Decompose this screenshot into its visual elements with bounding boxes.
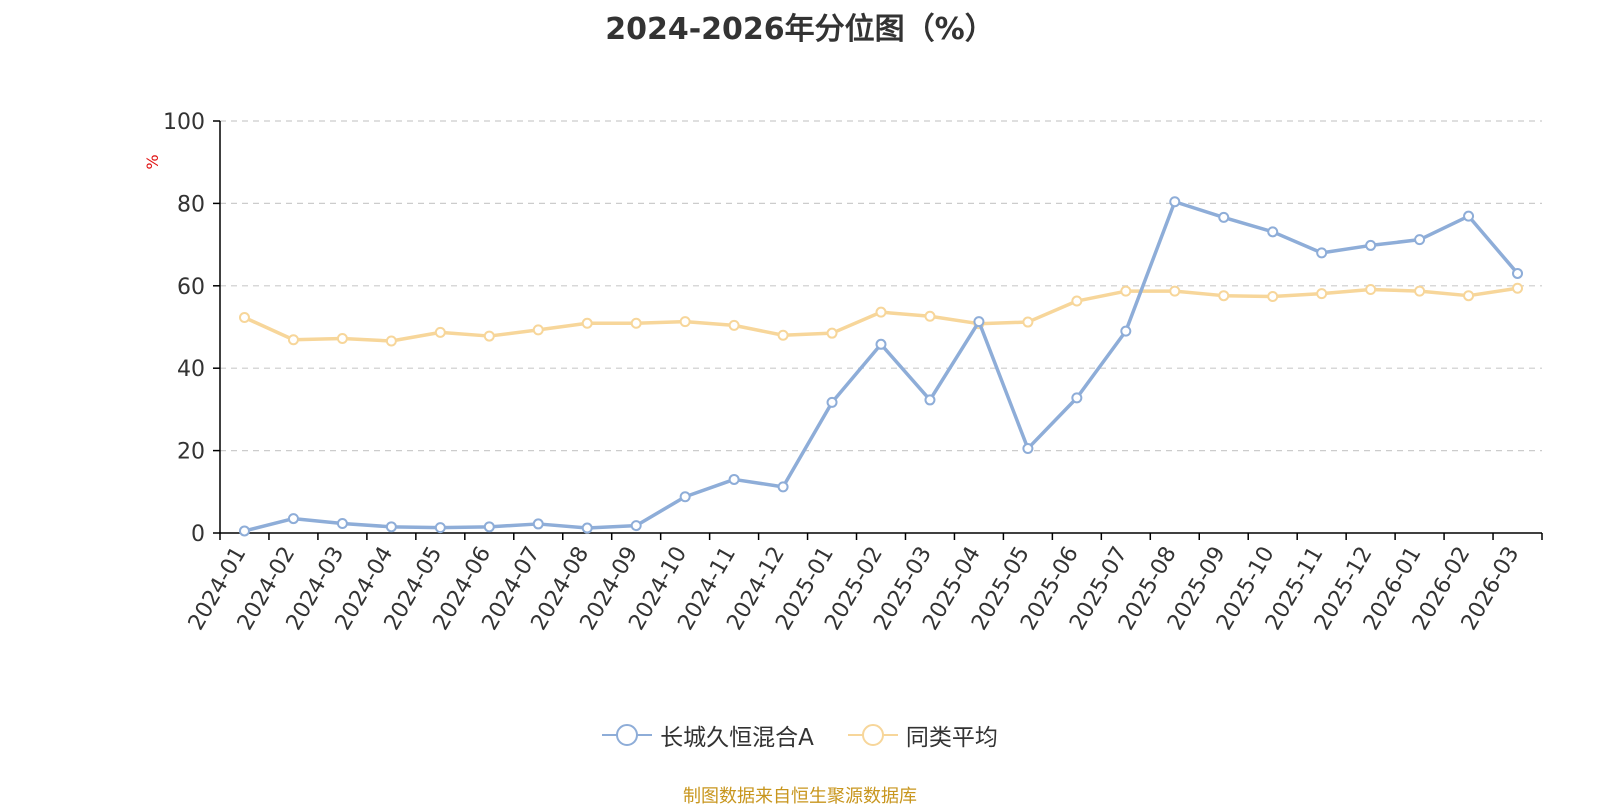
legend-label-series-1: 长城久恒混合A xyxy=(660,725,814,751)
data-point[interactable] xyxy=(728,473,740,485)
y-tick-label: 0 xyxy=(191,522,205,547)
data-point[interactable] xyxy=(875,338,887,350)
data-point[interactable] xyxy=(483,330,495,342)
data-point[interactable] xyxy=(336,333,348,345)
y-axis-label: % xyxy=(143,154,162,169)
legend-marker-series-2-icon xyxy=(847,724,898,746)
data-point[interactable] xyxy=(385,521,397,533)
data-point[interactable] xyxy=(434,326,446,338)
y-tick-label: 20 xyxy=(177,440,205,465)
y-tick-label: 40 xyxy=(177,357,205,382)
data-point[interactable] xyxy=(1022,316,1034,328)
data-point[interactable] xyxy=(1071,295,1083,307)
y-tick-label: 100 xyxy=(163,110,205,135)
y-tick-label: 80 xyxy=(177,192,205,217)
data-point[interactable] xyxy=(1463,210,1475,222)
series-lines xyxy=(238,196,1524,537)
series-1 xyxy=(238,196,1524,537)
y-tick-label: 60 xyxy=(177,275,205,300)
data-point[interactable] xyxy=(581,317,593,329)
data-point[interactable] xyxy=(287,334,299,346)
data-point[interactable] xyxy=(1414,285,1426,297)
data-point[interactable] xyxy=(1512,282,1524,294)
data-point[interactable] xyxy=(777,481,789,493)
legend: 长城久恒混合A 同类平均 xyxy=(0,718,1600,752)
data-point[interactable] xyxy=(728,319,740,331)
data-point[interactable] xyxy=(1463,290,1475,302)
series-2 xyxy=(238,282,1524,347)
data-point[interactable] xyxy=(924,310,936,322)
chart-title: 2024-2026年分位图（%） xyxy=(605,12,995,47)
data-point[interactable] xyxy=(973,316,985,328)
data-point[interactable] xyxy=(1022,443,1034,455)
data-point[interactable] xyxy=(1218,211,1230,223)
data-point[interactable] xyxy=(532,518,544,530)
data-point[interactable] xyxy=(1512,267,1524,279)
data-point[interactable] xyxy=(287,513,299,525)
data-point[interactable] xyxy=(777,329,789,341)
data-point[interactable] xyxy=(1316,247,1328,259)
legend-item-series-1[interactable]: 长城久恒混合A xyxy=(602,718,814,752)
data-point[interactable] xyxy=(679,491,691,503)
data-point[interactable] xyxy=(336,518,348,530)
data-point[interactable] xyxy=(581,522,593,534)
data-point[interactable] xyxy=(875,306,887,318)
data-point[interactable] xyxy=(826,327,838,339)
data-point[interactable] xyxy=(1218,290,1230,302)
legend-label-series-2: 同类平均 xyxy=(905,725,998,751)
data-point[interactable] xyxy=(924,394,936,406)
data-point[interactable] xyxy=(1365,284,1377,296)
legend-item-series-2[interactable]: 同类平均 xyxy=(847,718,998,752)
data-point[interactable] xyxy=(532,324,544,336)
data-point[interactable] xyxy=(826,396,838,408)
data-point[interactable] xyxy=(630,520,642,532)
data-point[interactable] xyxy=(1267,291,1279,303)
data-point[interactable] xyxy=(1169,285,1181,297)
data-point[interactable] xyxy=(1365,239,1377,251)
source-note: 制图数据来自恒生聚源数据库 xyxy=(683,786,917,807)
data-point[interactable] xyxy=(434,522,446,534)
data-point[interactable] xyxy=(1267,226,1279,238)
data-point[interactable] xyxy=(1414,234,1426,246)
data-point[interactable] xyxy=(238,312,250,324)
data-point[interactable] xyxy=(385,335,397,347)
legend-marker-series-1-icon xyxy=(602,724,653,746)
data-point[interactable] xyxy=(238,525,250,537)
grid-lines xyxy=(220,120,1542,452)
data-point[interactable] xyxy=(630,317,642,329)
data-point[interactable] xyxy=(1120,285,1132,297)
data-point[interactable] xyxy=(1120,325,1132,337)
data-point[interactable] xyxy=(1316,288,1328,300)
data-point[interactable] xyxy=(1071,392,1083,404)
data-point[interactable] xyxy=(679,316,691,328)
data-point[interactable] xyxy=(1169,196,1181,208)
data-point[interactable] xyxy=(483,521,495,533)
axes: 0204060801002024-012024-022024-032024-04… xyxy=(163,110,1543,635)
